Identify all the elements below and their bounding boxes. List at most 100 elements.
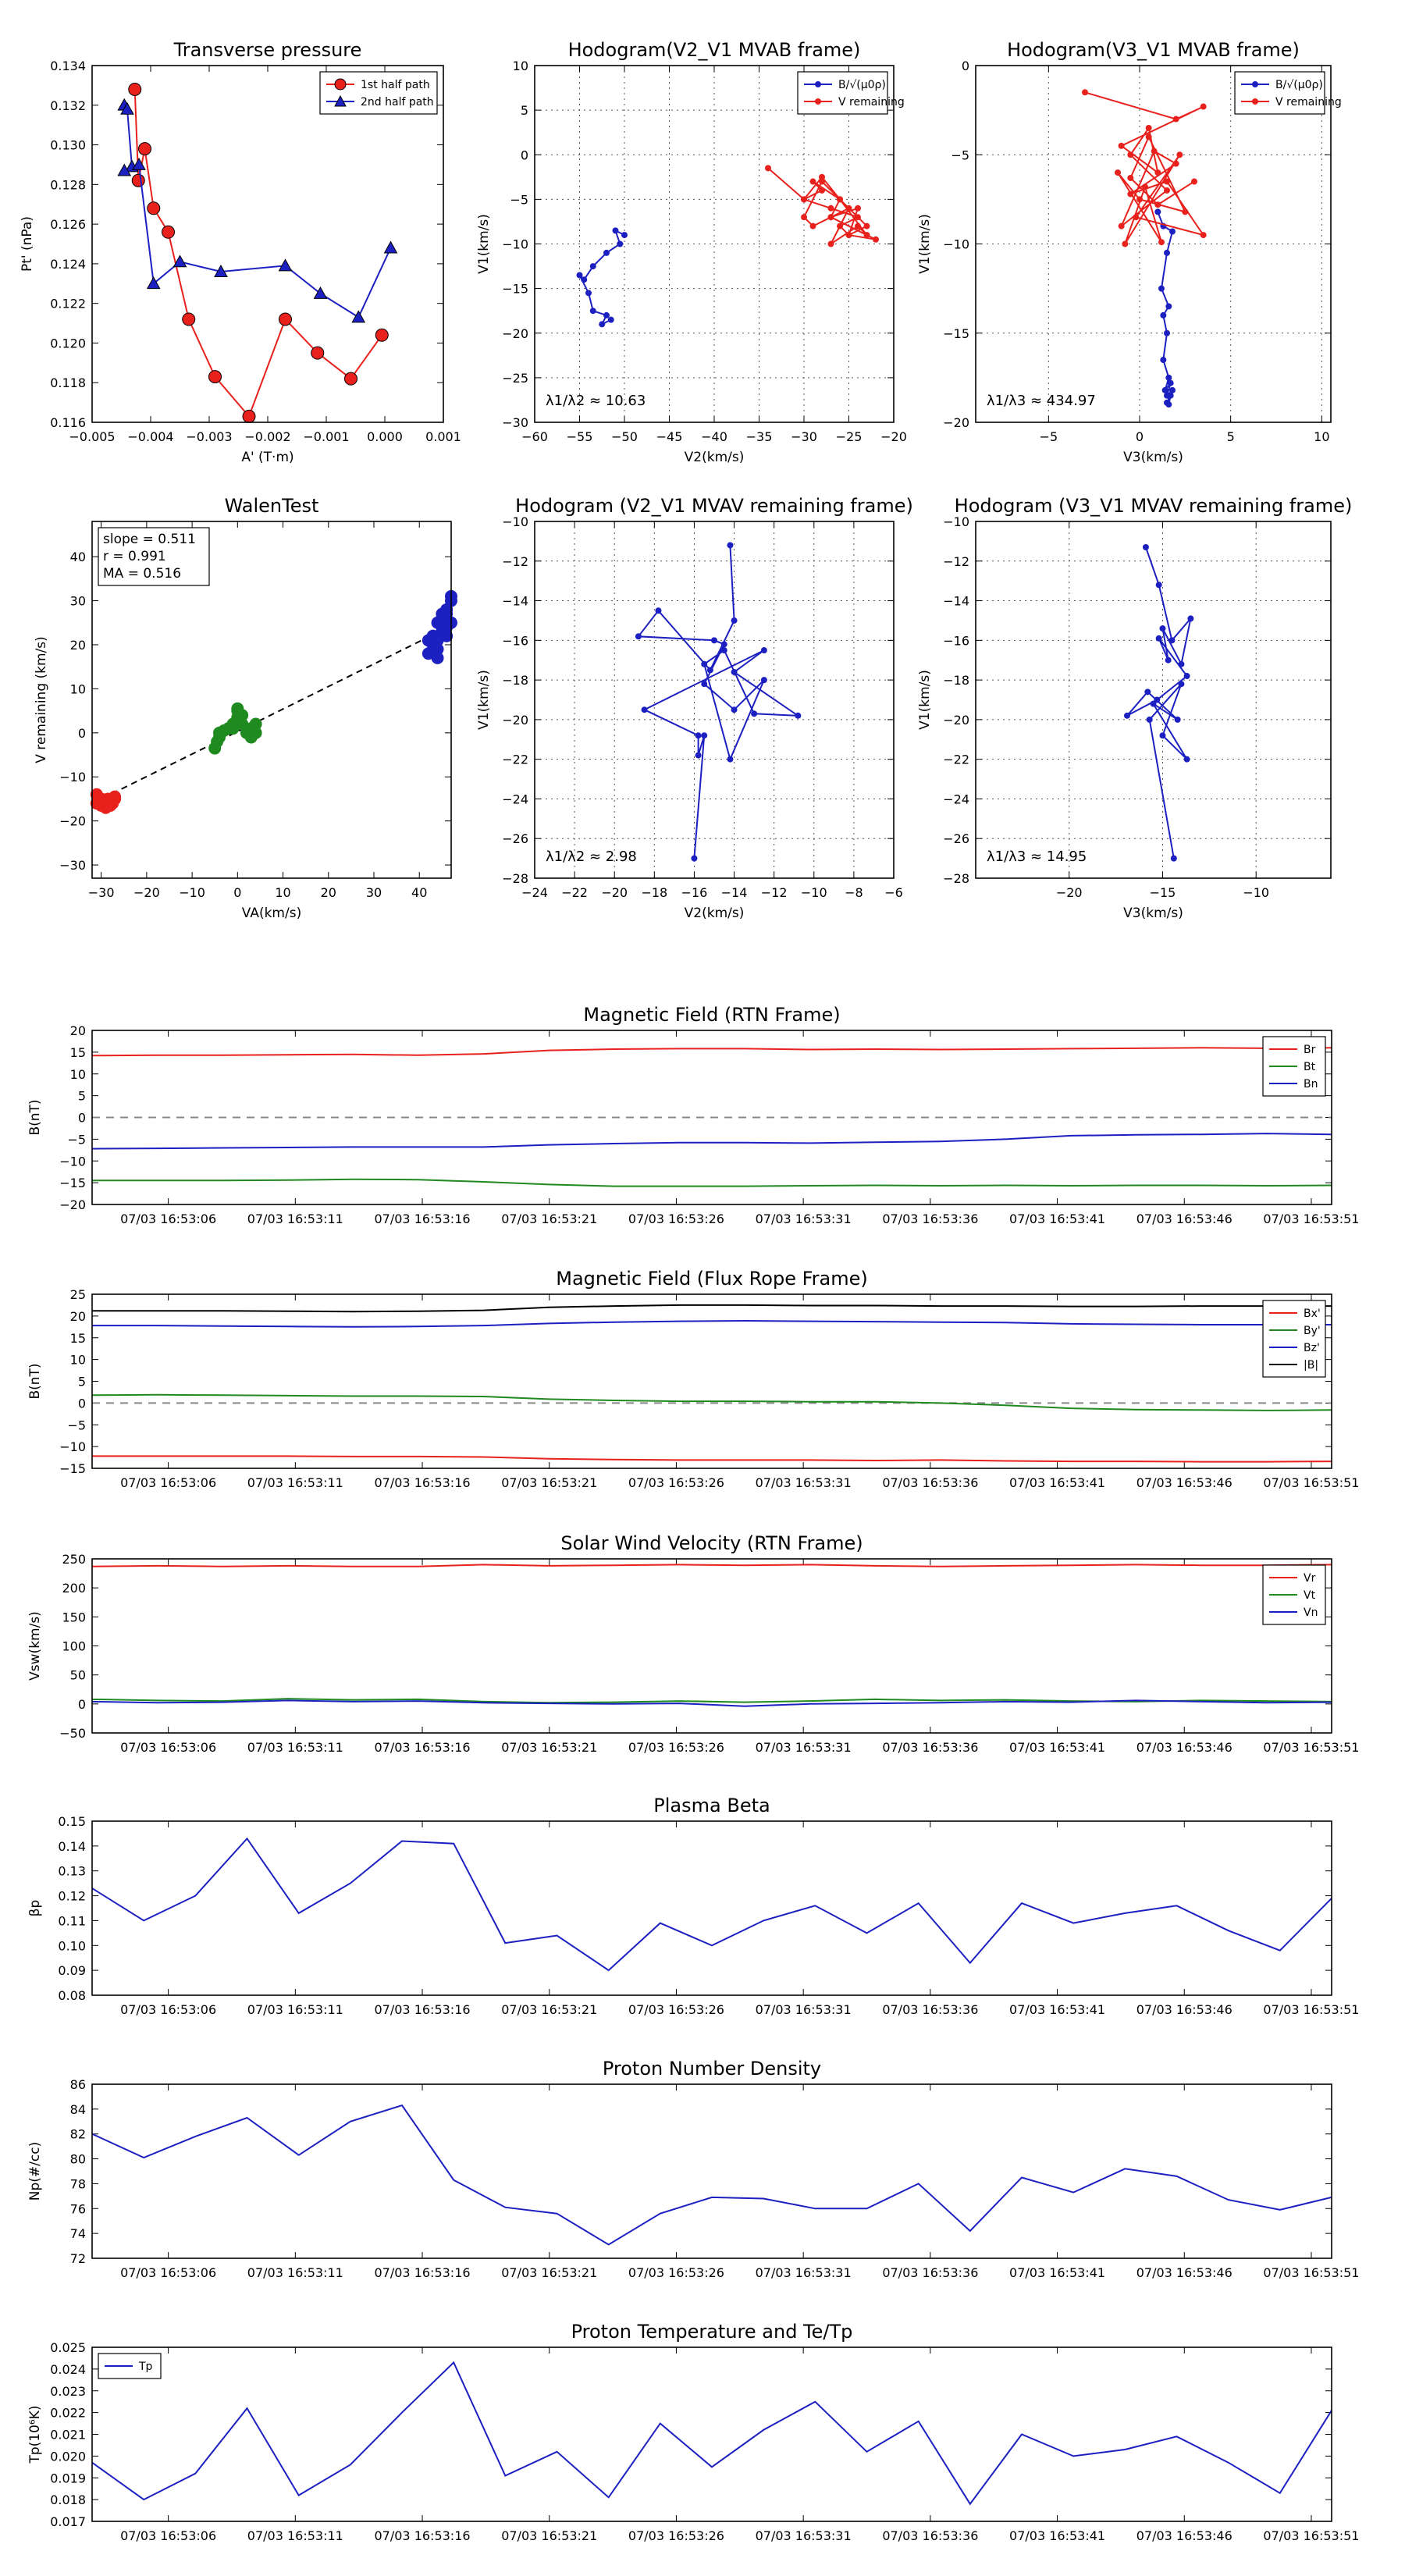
hodo2-point <box>1158 285 1165 292</box>
walen-ytick-label: 20 <box>70 638 86 653</box>
walen-ytick-label: −20 <box>59 814 86 829</box>
np-xtick-label: 07/03 16:53:51 <box>1263 2265 1359 2280</box>
hodo4-point <box>1183 756 1190 763</box>
panel-vsw: Solar Wind Velocity (RTN Frame) −50 0 50 100… <box>27 1532 1359 1755</box>
pt-point <box>128 82 142 96</box>
vsw-ytick-label: 200 <box>62 1581 86 1596</box>
hodo1-point <box>827 205 834 212</box>
beta-xtick-label: 07/03 16:53:41 <box>1009 2002 1105 2017</box>
pt-ytick-label: 0.132 <box>50 98 86 113</box>
vsw-ytick-label: 0 <box>78 1697 86 1712</box>
np-xtick-label: 07/03 16:53:06 <box>120 2265 216 2280</box>
walen-point-last <box>436 607 449 621</box>
hodo1-point <box>589 308 596 315</box>
hodo1-point <box>621 232 628 239</box>
pt-xtick-label: −0.002 <box>244 429 290 444</box>
hodo2-point <box>1167 379 1174 386</box>
walen-ylabel: V remaining (km/s) <box>34 636 49 763</box>
hodo2-ytick-label: −10 <box>943 237 969 252</box>
panel-pt: Transverse pressure 0.116 0.118 0.120 0.122 0… <box>20 39 461 465</box>
legend-label: Vr <box>1304 1572 1316 1585</box>
walen-point-middle <box>249 726 262 739</box>
vsw-xtick-label: 07/03 16:53:51 <box>1263 1740 1359 1755</box>
hodo3-point <box>695 732 702 739</box>
hodo2-point <box>1164 187 1170 194</box>
hodo1-point <box>855 222 861 229</box>
walen-stat: r = 0.991 <box>103 549 166 564</box>
hodo2-point <box>1164 329 1170 336</box>
legend-label: Vn <box>1304 1606 1318 1619</box>
walen-stat: slope = 0.511 <box>103 532 196 547</box>
bfield_fr-xtick-label: 07/03 16:53:31 <box>756 1475 852 1490</box>
pt-point <box>311 346 325 360</box>
panel-tp: Proton Temperature and Te/Tp 0.017 0.018 0.… <box>27 2321 1359 2543</box>
hodo2-point <box>1200 232 1207 239</box>
bfield_fr-xtick-label: 07/03 16:53:36 <box>882 1475 978 1490</box>
bfield_fr-xtick-label: 07/03 16:53:21 <box>501 1475 597 1490</box>
hodo4-point <box>1174 716 1181 723</box>
vsw-title: Solar Wind Velocity (RTN Frame) <box>560 1532 863 1554</box>
np-ytick-label: 72 <box>70 2251 86 2266</box>
hodo2-point <box>1164 249 1170 256</box>
tp-xtick-label: 07/03 16:53:21 <box>501 2528 597 2543</box>
hodo1-point <box>603 311 610 318</box>
bfield_rtn-xtick-label: 07/03 16:53:26 <box>628 1212 724 1226</box>
tp-ytick-label: 0.018 <box>50 2492 86 2507</box>
hodo4-point <box>1178 660 1185 667</box>
pt-xlabel: A' (T·m) <box>241 450 293 465</box>
hodo3-point <box>720 647 727 654</box>
hodo2-xtick-label: 5 <box>1227 429 1235 444</box>
bfield_rtn-xtick-label: 07/03 16:53:41 <box>1009 1212 1105 1226</box>
bfield_rtn-ytick-label: −20 <box>59 1197 86 1212</box>
bfield_rtn-ytick-label: 10 <box>70 1067 86 1082</box>
beta-xtick-label: 07/03 16:53:06 <box>120 2002 216 2017</box>
tp-ytick-label: 0.024 <box>50 2362 86 2377</box>
hodo3-xtick-label: −8 <box>845 885 863 900</box>
beta-ytick-label: 0.09 <box>58 1963 86 1978</box>
walen-fit-line <box>92 624 451 805</box>
hodo3-point <box>760 677 767 684</box>
walen-ytick-label: 40 <box>70 550 86 564</box>
legend-label: 1st half path <box>361 79 430 91</box>
hodo3-point <box>701 732 708 739</box>
bfield_rtn-xtick-label: 07/03 16:53:16 <box>375 1212 471 1226</box>
hodo4-point <box>1170 855 1177 862</box>
bfield_fr-legend: Bx' By' Bz' |B| <box>1262 1300 1326 1378</box>
pt-series-1 <box>123 105 392 318</box>
bfield_rtn-title: Magnetic Field (RTN Frame) <box>583 1004 840 1026</box>
panel-hodo1: Hodogram(V2_V1 MVAB frame) −30 −25 −20 −15 −1… <box>476 39 907 465</box>
bfield_rtn-series-0 <box>92 1047 1332 1057</box>
hodo3-xtick-label: −12 <box>761 885 788 900</box>
walen-point-last <box>431 642 444 656</box>
hodo1-ytick-label: −20 <box>502 326 528 341</box>
walen-xlabel: VA(km/s) <box>242 906 301 921</box>
hodo3-ytick-label: −20 <box>502 713 528 728</box>
np-xtick-label: 07/03 16:53:11 <box>247 2265 343 2280</box>
bfield_rtn-xtick-label: 07/03 16:53:21 <box>501 1212 597 1226</box>
np-xtick-label: 07/03 16:53:36 <box>882 2265 978 2280</box>
hodo2-point <box>1127 174 1134 181</box>
hodo4-point <box>1178 681 1185 688</box>
bfield_rtn-xtick-label: 07/03 16:53:06 <box>120 1212 216 1226</box>
walen-xtick-label: −10 <box>179 885 205 900</box>
pt-point <box>351 310 366 323</box>
bfield_rtn-ytick-label: −10 <box>59 1154 86 1169</box>
hodo1-point <box>819 173 825 180</box>
hodo2-point <box>1165 401 1172 408</box>
walen-xtick-label: −30 <box>88 885 115 900</box>
pt-point <box>182 312 196 326</box>
np-xtick-label: 07/03 16:53:16 <box>375 2265 471 2280</box>
hodo3-point <box>795 712 802 719</box>
hodo3-xtick-label: −18 <box>641 885 667 900</box>
hodo3-xtick-label: −10 <box>801 885 827 900</box>
pt-point <box>146 276 161 290</box>
hodo3-ytick-label: −12 <box>502 554 528 569</box>
vsw-frame <box>91 1558 1332 1734</box>
hodo4-point <box>1159 625 1166 632</box>
beta-ylabel: βp <box>27 1900 43 1917</box>
hodo1-point <box>873 236 879 243</box>
pt-xtick-label: −0.001 <box>303 429 349 444</box>
hodo4-ylabel: V1(km/s) <box>917 670 933 730</box>
legend-label: Bx' <box>1304 1308 1321 1320</box>
hodo1-legend: B/√(μ0ρ) V remaining <box>797 71 905 115</box>
